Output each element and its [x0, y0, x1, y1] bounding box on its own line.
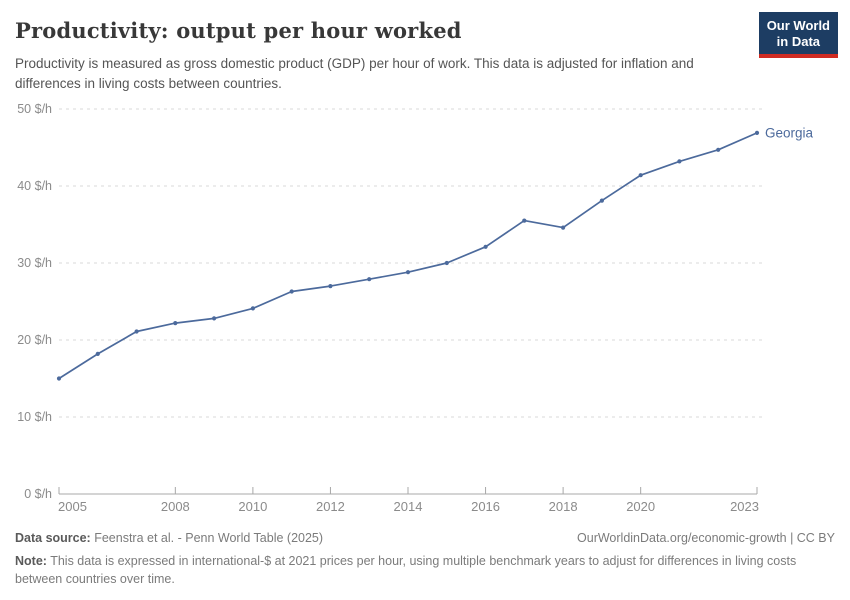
series-line[interactable]	[58, 131, 758, 379]
y-tick-label: 50 $/h	[17, 102, 52, 116]
data-point[interactable]	[328, 283, 333, 288]
y-tick-label: 0 $/h	[24, 487, 52, 501]
data-source: Data source: Feenstra et al. - Penn Worl…	[15, 529, 323, 547]
y-tick-label: 30 $/h	[17, 256, 52, 270]
x-tick-label: 2012	[316, 499, 345, 514]
x-tick-label: 2005	[58, 499, 87, 514]
data-point[interactable]	[173, 320, 178, 325]
chart-header: Productivity: output per hour worked Pro…	[0, 0, 850, 95]
data-point[interactable]	[561, 225, 566, 230]
note-label: Note:	[15, 553, 47, 568]
data-points	[56, 130, 760, 381]
x-tick-label: 2023	[730, 499, 759, 514]
x-axis: 2005 2008 2010 2012 2014 2016 2018 2020 2023	[58, 486, 759, 514]
source-row: Data source: Feenstra et al. - Penn Worl…	[15, 529, 835, 547]
x-tick-label: 2018	[549, 499, 578, 514]
title-block: Productivity: output per hour worked Pro…	[15, 10, 735, 95]
chart-footer: Data source: Feenstra et al. - Penn Worl…	[0, 521, 850, 588]
y-tick-label: 40 $/h	[17, 179, 52, 193]
data-point[interactable]	[677, 158, 682, 163]
logo-line-1: Our World	[766, 18, 830, 33]
chart-subtitle: Productivity is measured as gross domest…	[15, 56, 694, 92]
note: Note: This data is expressed in internat…	[15, 552, 835, 588]
data-point[interactable]	[716, 147, 721, 152]
data-point[interactable]	[212, 315, 217, 320]
data-point[interactable]	[522, 218, 527, 223]
chart-area: 0 $/h 10 $/h 20 $/h 30 $/h 40 $/h 50 $/h 2005 2…	[0, 99, 850, 521]
data-point[interactable]	[638, 172, 643, 177]
y-tick-label: 20 $/h	[17, 333, 52, 347]
logo-line-2: in Data	[776, 33, 821, 49]
data-point[interactable]	[56, 375, 62, 381]
data-point[interactable]	[367, 276, 372, 281]
credit-link[interactable]: OurWorldinData.org/economic-growth | CC …	[577, 530, 835, 545]
note-text: This data is expressed in international-…	[15, 553, 797, 586]
y-tick-label: 10 $/h	[17, 410, 52, 424]
x-tick-label: 2014	[394, 499, 423, 514]
data-point[interactable]	[134, 328, 139, 334]
x-tick-label: 2016	[471, 499, 500, 514]
page-title: Productivity: output per hour worked	[15, 18, 462, 43]
data-point[interactable]	[599, 198, 605, 203]
data-source-label: Data source:	[15, 530, 91, 545]
y-gridlines: 0 $/h 10 $/h 20 $/h 30 $/h 40 $/h 50 $/h	[17, 102, 762, 501]
data-point[interactable]	[405, 269, 411, 274]
series-label-georgia[interactable]: Georgia	[765, 125, 814, 140]
x-tick-label: 2008	[161, 499, 190, 514]
data-point[interactable]	[95, 351, 100, 356]
data-point[interactable]	[754, 130, 760, 135]
data-point[interactable]	[483, 244, 488, 249]
owid-logo: Our World in Data	[758, 12, 838, 59]
x-tick-label: 2020	[626, 499, 655, 514]
data-source-text: Feenstra et al. - Penn World Table (2025…	[94, 530, 324, 545]
data-point[interactable]	[289, 288, 294, 294]
data-point[interactable]	[250, 305, 255, 310]
x-tick-label: 2010	[238, 499, 267, 514]
data-point[interactable]	[444, 260, 449, 265]
